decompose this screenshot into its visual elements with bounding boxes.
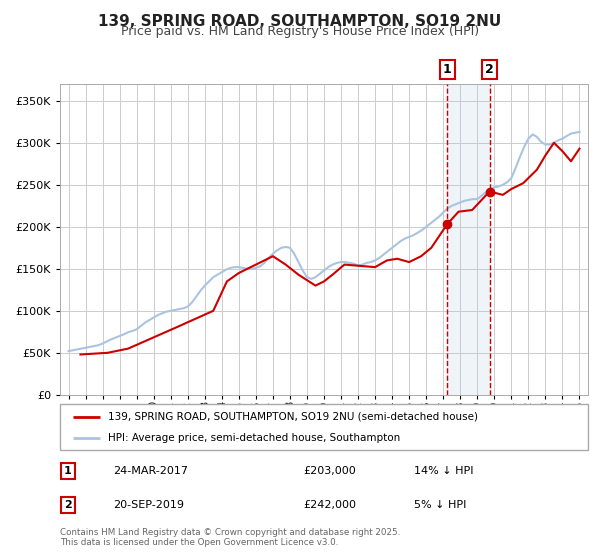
- Text: 139, SPRING ROAD, SOUTHAMPTON, SO19 2NU (semi-detached house): 139, SPRING ROAD, SOUTHAMPTON, SO19 2NU …: [107, 412, 478, 422]
- Text: Price paid vs. HM Land Registry's House Price Index (HPI): Price paid vs. HM Land Registry's House …: [121, 25, 479, 38]
- Text: 24-MAR-2017: 24-MAR-2017: [113, 466, 188, 476]
- Text: £242,000: £242,000: [303, 500, 356, 510]
- Text: 2: 2: [485, 63, 494, 76]
- Bar: [447, 84, 490, 395]
- Text: 20-SEP-2019: 20-SEP-2019: [113, 500, 184, 510]
- Text: 5% ↓ HPI: 5% ↓ HPI: [414, 500, 466, 510]
- Text: 2: 2: [64, 500, 72, 510]
- Text: HPI: Average price, semi-detached house, Southampton: HPI: Average price, semi-detached house,…: [107, 433, 400, 443]
- Text: 139, SPRING ROAD, SOUTHAMPTON, SO19 2NU: 139, SPRING ROAD, SOUTHAMPTON, SO19 2NU: [98, 14, 502, 29]
- Text: 14% ↓ HPI: 14% ↓ HPI: [414, 466, 473, 476]
- Text: 1: 1: [64, 466, 72, 476]
- FancyBboxPatch shape: [60, 404, 588, 450]
- Text: Contains HM Land Registry data © Crown copyright and database right 2025.
This d: Contains HM Land Registry data © Crown c…: [60, 528, 400, 547]
- Text: 1: 1: [443, 63, 452, 76]
- Text: £203,000: £203,000: [303, 466, 356, 476]
